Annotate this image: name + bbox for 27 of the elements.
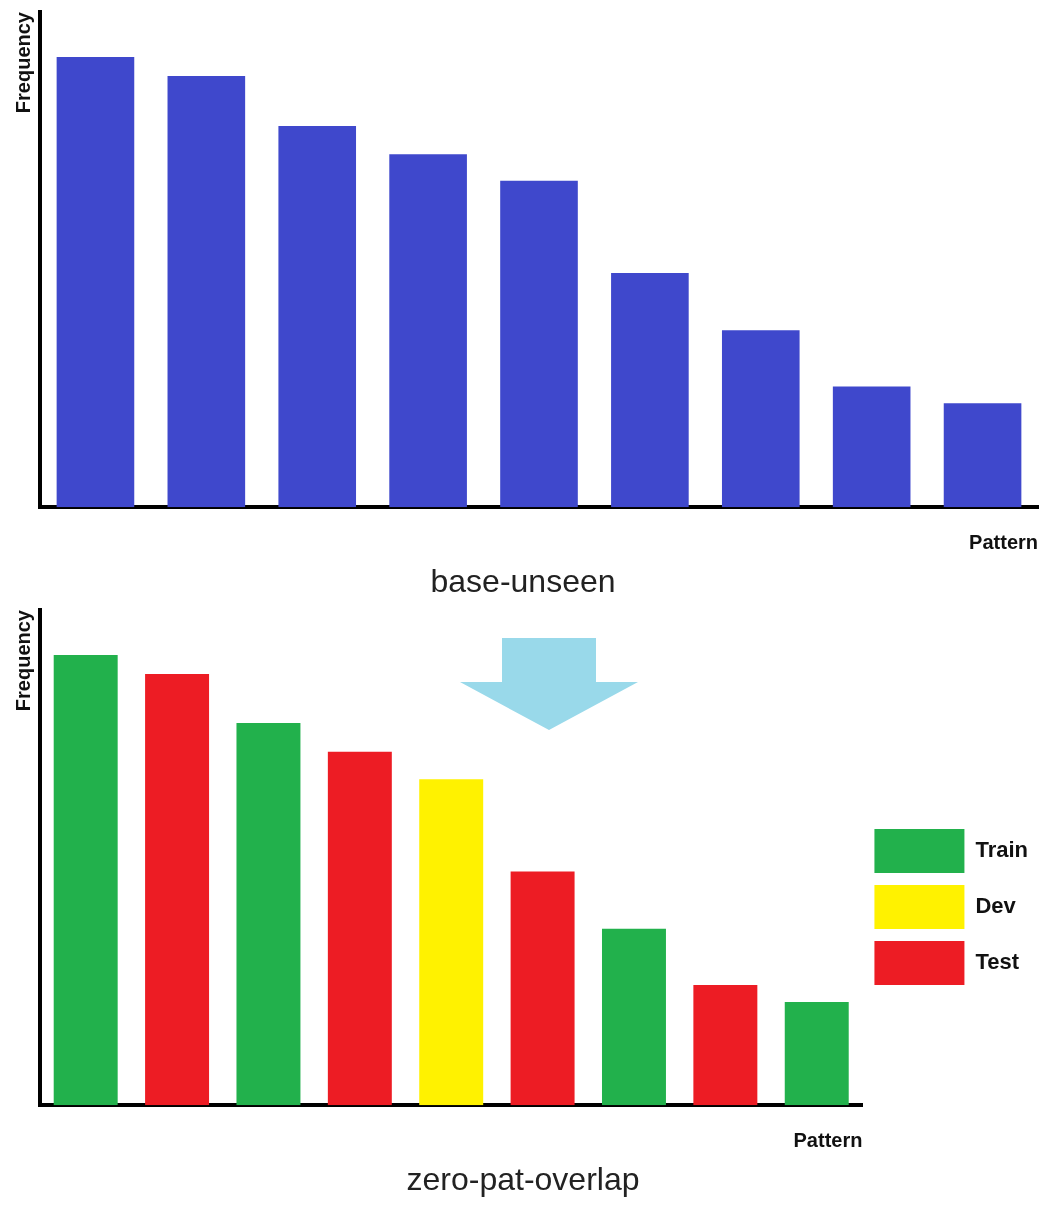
bar (419, 779, 484, 1106)
bar (611, 273, 689, 508)
x-axis-title: Pattern (793, 1129, 863, 1152)
text: zero-pat-overlap (406, 1160, 640, 1197)
bar (278, 125, 357, 508)
bar (784, 1002, 849, 1106)
text: base-unseen (430, 562, 616, 599)
bar (327, 751, 392, 1106)
bar (943, 403, 1022, 508)
y-axis-title: Frequency (11, 11, 34, 114)
bar (167, 75, 246, 508)
legend-label: Train (975, 837, 1029, 863)
bar (389, 154, 467, 508)
bar (721, 330, 800, 508)
x-axis-title: Pattern (969, 531, 1038, 554)
bar (832, 386, 911, 508)
legend-label: Dev (975, 893, 1017, 919)
bar (145, 673, 210, 1106)
bar (601, 928, 666, 1106)
bar (693, 985, 758, 1106)
bar (500, 180, 578, 508)
legend-label: Test (975, 949, 1020, 975)
bar (236, 723, 301, 1106)
y-axis-title: Frequency (11, 609, 34, 712)
bar (510, 871, 575, 1106)
bar (53, 655, 118, 1106)
bar (56, 57, 135, 508)
